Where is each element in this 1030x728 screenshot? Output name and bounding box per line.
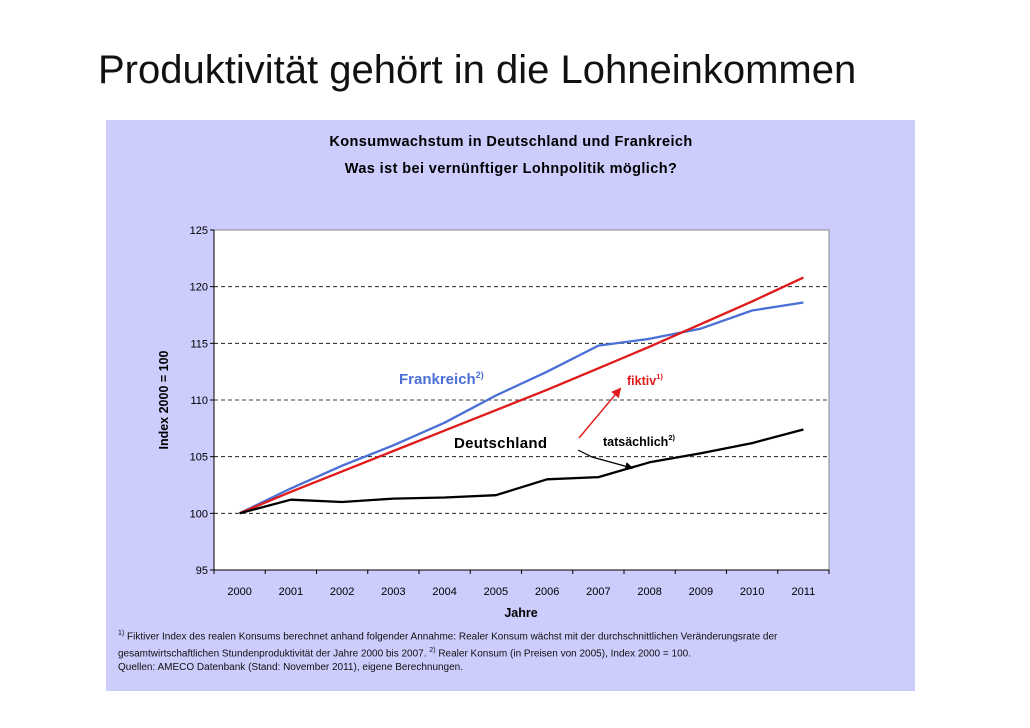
y-tick-label: 95 — [196, 565, 208, 577]
chart-subtitle: Was ist bei vernünftiger Lohnpolitik mög… — [345, 161, 677, 177]
y-tick-label: 120 — [190, 282, 208, 294]
x-tick-label: 2001 — [279, 586, 303, 598]
x-tick-label: 2008 — [637, 586, 661, 598]
label-frankreich: Frankreich2) — [399, 370, 484, 388]
y-tick-label: 110 — [190, 395, 208, 407]
x-tick-label: 2002 — [330, 586, 354, 598]
footnote-1: 1) Fiktiver Index des realen Konsums ber… — [118, 630, 778, 643]
arrow-fiktiv — [578, 387, 622, 439]
slide-title: Produktivität gehört in die Lohneinkomme… — [98, 48, 857, 92]
footnote-1-cont: gesamtwirtschaftlichen Stundenproduktivi… — [118, 646, 691, 660]
y-tick-label: 100 — [190, 508, 208, 520]
x-tick-label: 2004 — [432, 586, 456, 598]
x-tick-label: 2003 — [381, 586, 405, 598]
series-line-frankreich — [239, 301, 804, 515]
x-tick-label: 2010 — [740, 586, 764, 598]
chart-panel: 95 100 105 110 115 120 125 2000 2001 2002 2003 2004… — [106, 120, 915, 691]
x-tick-label: 2009 — [689, 586, 713, 598]
line-chart: 95 100 105 110 115 120 125 2000 2001 2002 2003 2004… — [157, 134, 830, 620]
x-tick-label: 2005 — [484, 586, 508, 598]
x-axis-label: Jahre — [504, 606, 537, 620]
y-tick-label: 125 — [190, 225, 208, 237]
series-line-deutschland — [239, 428, 804, 515]
footnotes: 1) Fiktiver Index des realen Konsums ber… — [118, 627, 908, 674]
label-deutschland: Deutschland — [454, 435, 547, 452]
x-tick-label: 2000 — [227, 586, 251, 598]
label-tatsaechlich: tatsächlich2) — [603, 433, 675, 449]
chart-title: Konsumwachstum in Deutschland und Frankr… — [329, 134, 692, 150]
arrow-deutschland — [577, 449, 634, 471]
y-axis-label: Index 2000 = 100 — [157, 350, 171, 449]
sources-note: Quellen: AMECO Datenbank (Stand: Novembe… — [118, 661, 464, 673]
series-line-fiktiv — [239, 276, 804, 515]
label-fiktiv: fiktiv1) — [627, 372, 663, 388]
y-tick-label: 115 — [190, 338, 208, 350]
y-tick-label: 105 — [190, 452, 208, 464]
x-tick-label: 2011 — [792, 586, 816, 598]
x-tick-label: 2006 — [535, 586, 559, 598]
x-tick-label: 2007 — [586, 586, 610, 598]
